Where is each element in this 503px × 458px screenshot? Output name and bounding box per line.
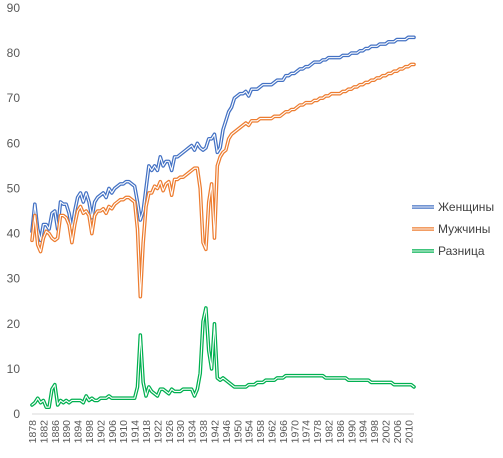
x-tick-label: 1958	[255, 420, 267, 444]
x-tick-label: 1910	[118, 420, 130, 444]
x-tick-label: 1906	[107, 420, 119, 444]
x-tick-label: 1978	[312, 420, 324, 444]
y-tick-label: 10	[7, 362, 21, 376]
x-tick-label: 1914	[130, 420, 142, 444]
x-tick-label: 1982	[323, 420, 335, 444]
x-tick-label: 1986	[335, 420, 347, 444]
series-line-outer	[30, 306, 416, 410]
x-tick-label: 2002	[380, 420, 392, 444]
legend-item: Разница	[412, 244, 485, 258]
x-tick-label: 1894	[73, 420, 85, 444]
y-tick-label: 20	[7, 317, 21, 331]
x-tick-label: 1994	[358, 420, 370, 444]
x-tick-label: 1898	[84, 420, 96, 444]
y-axis: 0 10 20 30 40 50 60 70 80 90	[7, 1, 21, 421]
x-tick-label: 1882	[38, 420, 50, 444]
x-tick-label: 1922	[152, 420, 164, 444]
x-tick-label: 1998	[369, 420, 381, 444]
x-tick-label: 1902	[95, 420, 107, 444]
series-line-inner	[31, 63, 415, 298]
y-tick-label: 30	[7, 272, 21, 286]
x-tick-label: 1974	[301, 420, 313, 444]
x-tick-label: 2010	[403, 420, 415, 444]
x-tick-label: 2006	[392, 420, 404, 444]
y-tick-label: 80	[7, 46, 21, 60]
legend-item: Женщины	[412, 200, 494, 214]
series-line-outer	[30, 35, 416, 243]
y-tick-label: 70	[7, 91, 21, 105]
y-tick-label: 0	[13, 407, 20, 421]
x-axis: 1878 1882 1886 1890 1894 1898 1902 1906 1910 1914…	[27, 413, 415, 444]
x-tick-label: 1990	[346, 420, 358, 444]
y-tick-label: 50	[7, 181, 21, 195]
x-tick-label: 1966	[278, 420, 290, 444]
x-tick-label: 1954	[244, 420, 256, 444]
x-tick-label: 1926	[164, 420, 176, 444]
plot-area	[30, 35, 416, 410]
legend-label: Женщины	[438, 200, 494, 214]
x-tick-label: 1946	[221, 420, 233, 444]
x-tick-label: 1878	[27, 420, 39, 444]
legend-item: Мужчины	[412, 222, 490, 236]
series-line	[30, 306, 416, 410]
legend-label: Мужчины	[438, 222, 490, 236]
x-tick-label: 1950	[232, 420, 244, 444]
x-tick-label: 1918	[141, 420, 153, 444]
series-line-outer	[30, 62, 416, 299]
legend: Женщины Мужчины Разница	[412, 200, 494, 258]
series-line	[30, 62, 416, 299]
x-tick-label: 1942	[209, 420, 221, 444]
x-tick-label: 1886	[50, 420, 62, 444]
y-tick-label: 90	[7, 1, 21, 15]
x-tick-label: 1938	[198, 420, 210, 444]
x-tick-label: 1970	[289, 420, 301, 444]
x-tick-label: 1934	[187, 420, 199, 444]
series-line-inner	[31, 307, 415, 408]
series-line	[30, 35, 416, 243]
x-tick-label: 1962	[266, 420, 278, 444]
legend-label: Разница	[438, 244, 485, 258]
y-tick-label: 60	[7, 136, 21, 150]
x-tick-label: 1930	[175, 420, 187, 444]
x-tick-label: 1890	[61, 420, 73, 444]
series-line-inner	[31, 36, 415, 241]
y-tick-label: 40	[7, 227, 21, 241]
